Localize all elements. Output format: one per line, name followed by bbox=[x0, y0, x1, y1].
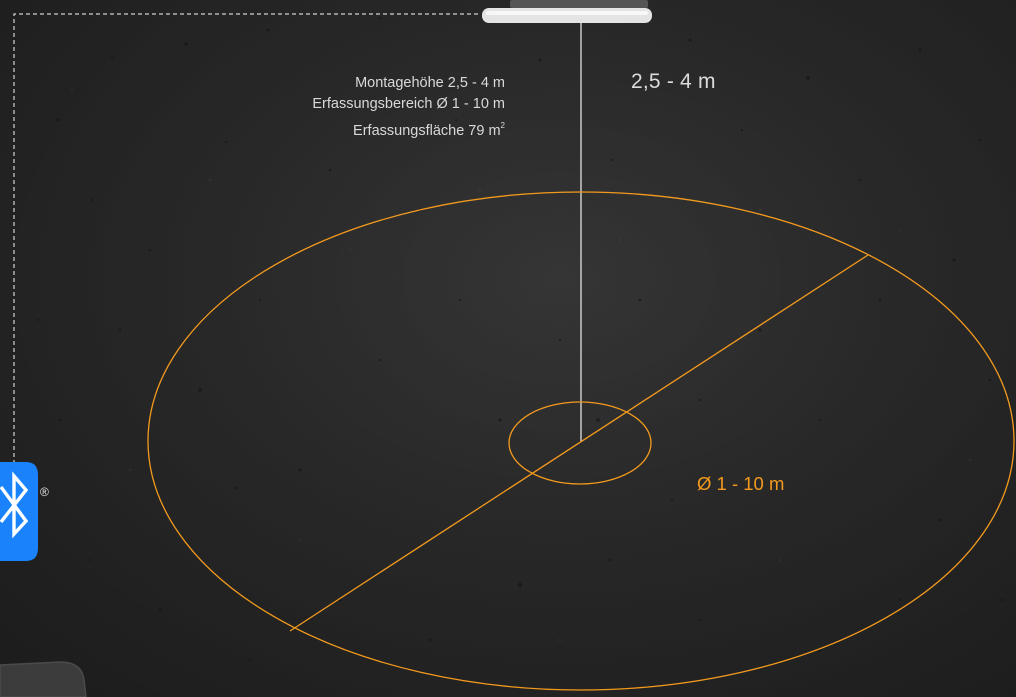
detection-area-spec: Erfassungsfläche 79 m2 bbox=[312, 115, 505, 142]
detection-area-value: Erfassungsfläche 79 m bbox=[353, 123, 501, 139]
mounting-height-spec: Montagehöhe 2,5 - 4 m bbox=[355, 75, 505, 91]
detection-area-outer bbox=[147, 191, 1015, 691]
detection-area-inner bbox=[508, 401, 652, 485]
diameter-line bbox=[289, 254, 869, 632]
area-unit-superscript: 2 bbox=[500, 121, 505, 130]
detection-range-spec: Erfassungsbereich Ø 1 - 10 m bbox=[312, 96, 505, 112]
sensor-specifications: Montagehöhe 2,5 - 4 m Erfassungsbereich … bbox=[312, 73, 505, 142]
ceiling-sensor-icon bbox=[482, 0, 652, 23]
height-label: 2,5 - 4 m bbox=[631, 70, 716, 93]
bluetooth-connection-line bbox=[13, 13, 478, 462]
device-corner bbox=[0, 661, 87, 697]
diameter-label: Ø 1 - 10 m bbox=[697, 473, 785, 494]
registered-mark: ® bbox=[40, 485, 49, 499]
bluetooth-icon bbox=[0, 462, 38, 561]
